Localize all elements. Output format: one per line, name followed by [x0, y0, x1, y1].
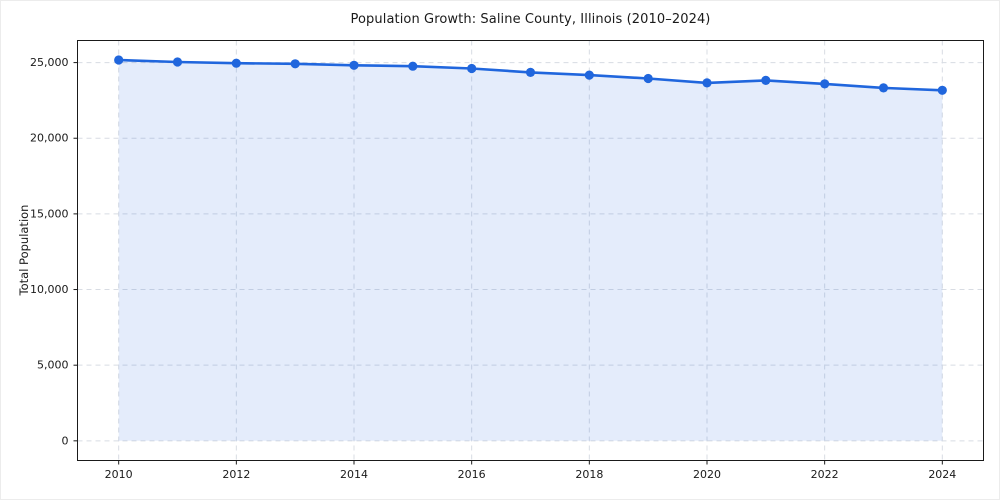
x-tick-label: 2010 — [105, 468, 133, 481]
data-point-2014 — [349, 60, 359, 70]
y-tick-label: 15,000 — [30, 207, 69, 220]
chart-title: Population Growth: Saline County, Illino… — [350, 12, 711, 27]
data-point-2024 — [937, 85, 947, 95]
data-point-2015 — [408, 61, 418, 71]
y-tick-label: 25,000 — [30, 56, 69, 69]
data-point-2019 — [643, 73, 653, 84]
data-point-2023 — [878, 83, 889, 93]
data-point-2022 — [820, 79, 830, 89]
x-tick-label: 2018 — [575, 468, 603, 481]
data-point-2011 — [172, 57, 183, 67]
y-tick-label: 0 — [62, 434, 69, 447]
x-tick-label: 2014 — [340, 468, 368, 481]
x-tick-label: 2022 — [811, 468, 839, 481]
data-point-2010 — [114, 55, 124, 65]
y-tick-label: 5,000 — [37, 359, 69, 372]
x-tick-label: 2012 — [222, 468, 250, 481]
data-point-2018 — [584, 70, 594, 80]
y-tick-label: 10,000 — [30, 283, 69, 296]
data-point-2020 — [702, 78, 712, 88]
data-point-2021 — [761, 75, 771, 85]
x-tick-label: 2016 — [458, 468, 486, 481]
y-tick-label: 20,000 — [30, 132, 69, 145]
data-point-2016 — [467, 63, 477, 74]
axes-spines — [77, 40, 984, 461]
area-fill — [118, 60, 943, 441]
x-tick-label: 2024 — [928, 468, 956, 481]
data-point-2017 — [525, 67, 536, 77]
x-tick-label: 2020 — [693, 468, 721, 481]
data-point-2013 — [290, 59, 300, 69]
data-point-2012 — [231, 58, 241, 68]
